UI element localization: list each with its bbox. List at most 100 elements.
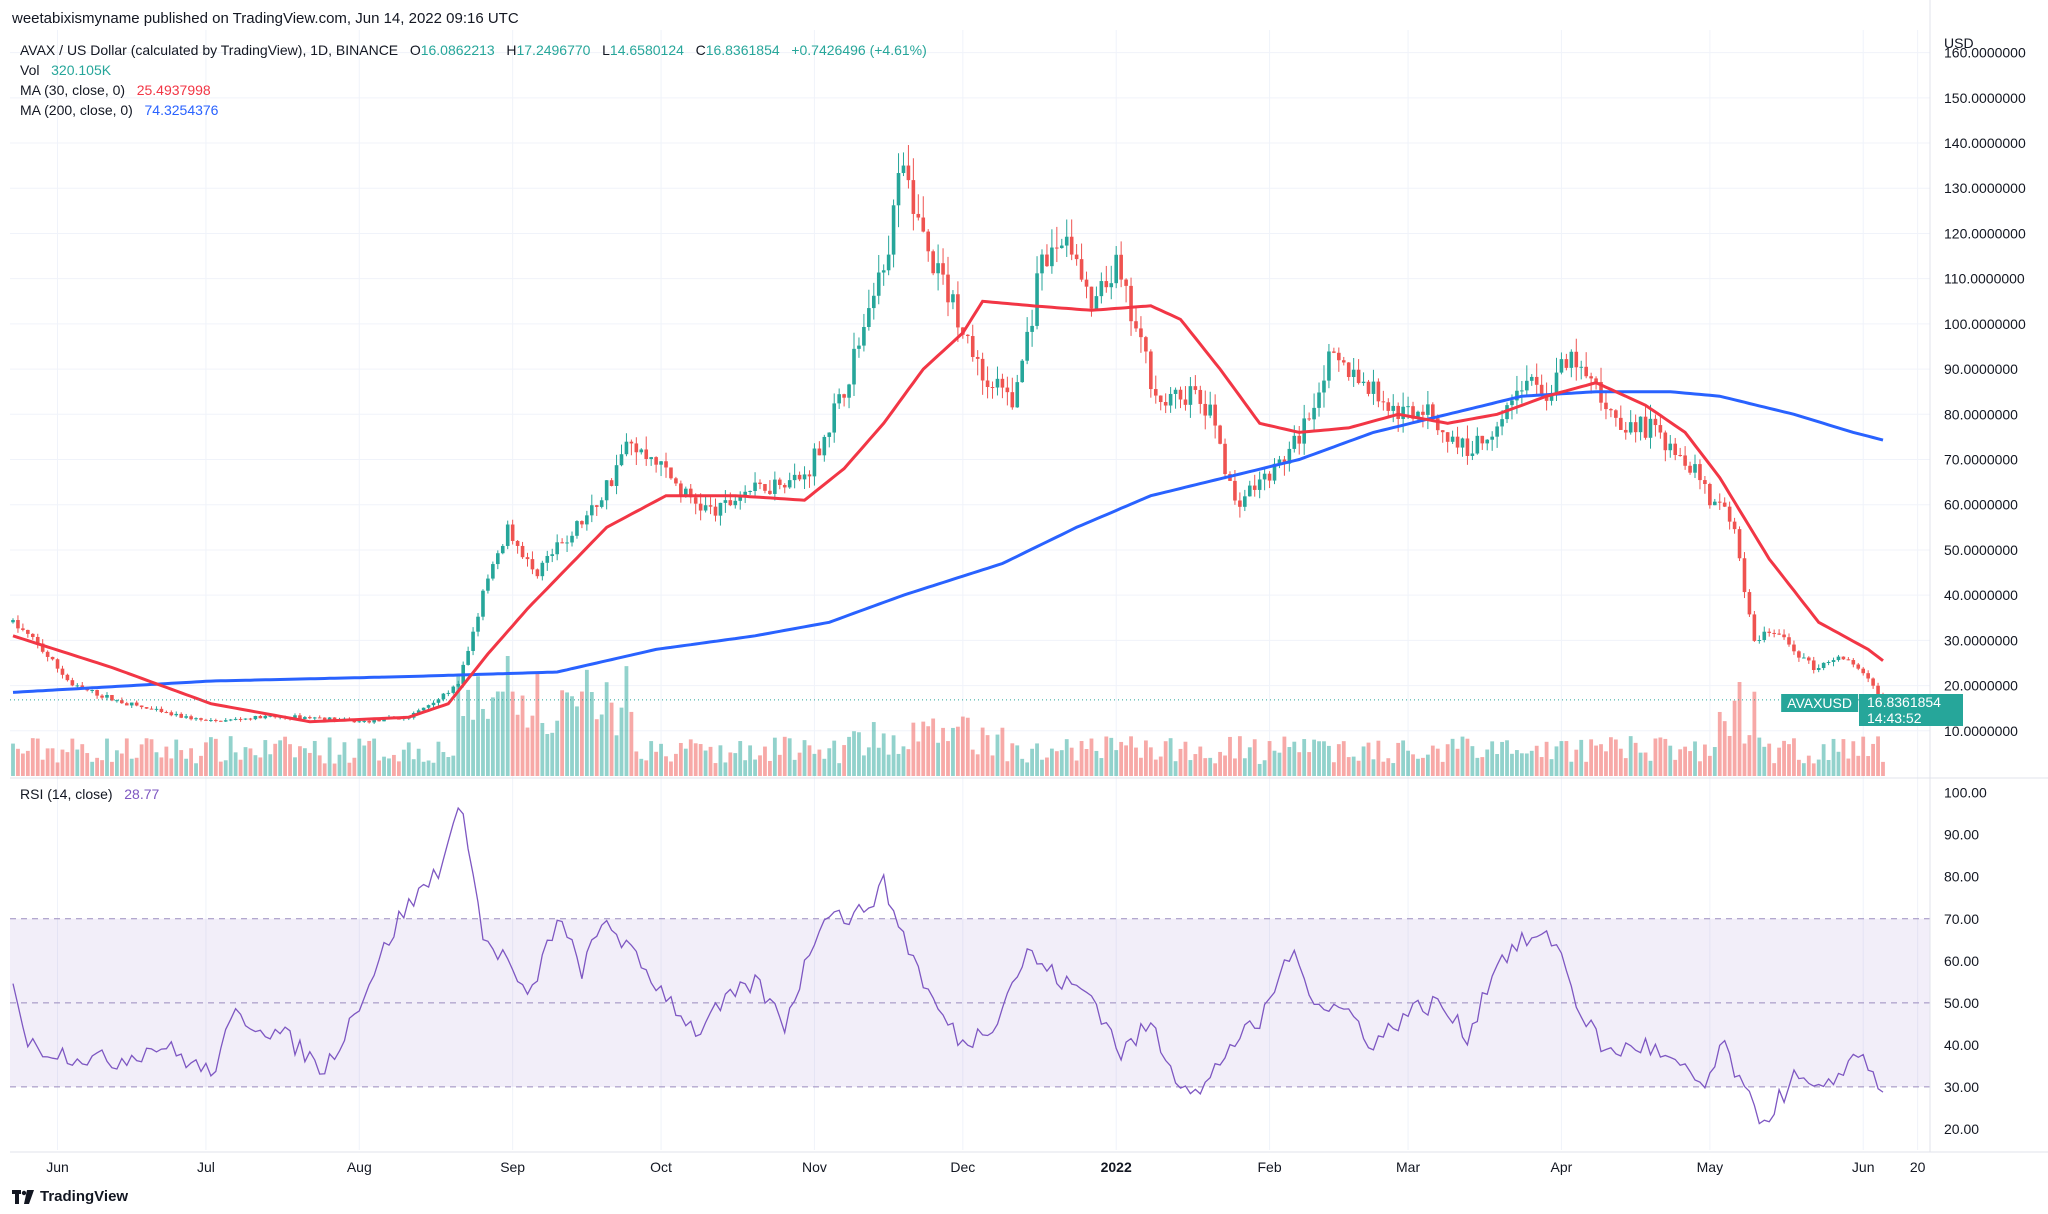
candle-body [1628, 422, 1633, 433]
candle-body [1371, 381, 1376, 394]
candle-body [1653, 418, 1658, 426]
candle-body [1025, 331, 1029, 361]
candle-body [1574, 351, 1579, 368]
volume-bar [1470, 746, 1475, 776]
volume-bar [40, 759, 45, 776]
candle-body [372, 719, 376, 723]
candle-body [1792, 644, 1796, 652]
volume-bar [1762, 746, 1767, 776]
volume-bar [30, 738, 35, 776]
volume-bar [387, 758, 391, 776]
volume-bar [1030, 748, 1035, 776]
price-axis-ticks[interactable]: 10.0000000 20.0000000 30.0000000 40.0000000… [1944, 45, 2026, 739]
volume-bar [619, 707, 624, 776]
volume-bar [490, 697, 495, 776]
volume-bar [1450, 738, 1455, 776]
volume-bar [975, 754, 980, 776]
candle-body [1614, 410, 1618, 418]
volume-bar [1876, 736, 1880, 776]
volume-bar [1262, 760, 1267, 776]
volume-bar [327, 737, 332, 776]
time-tick-label: Nov [802, 1159, 827, 1175]
candle-body [1490, 436, 1494, 440]
tradingview-brand[interactable]: TradingView [12, 1188, 128, 1205]
volume-bar [406, 742, 411, 776]
candle-body [1856, 664, 1861, 669]
volume-bar [218, 761, 223, 776]
volume-bar [416, 748, 421, 776]
candle-body [936, 263, 940, 274]
candle-body [1040, 254, 1044, 274]
candle-body [159, 708, 164, 713]
volume-bar [1623, 758, 1628, 776]
candle-body [1272, 463, 1277, 481]
volume-bar [1421, 757, 1425, 776]
volume-bar [629, 711, 634, 776]
volume-bar [777, 754, 782, 776]
volume-bar [1831, 738, 1836, 776]
candle-body [1589, 376, 1593, 379]
candle-body [1712, 501, 1717, 506]
candle-body [1752, 614, 1757, 641]
candle-body [1173, 389, 1178, 394]
candle-body [1520, 390, 1524, 392]
candle-body [777, 479, 782, 485]
rsi-axis-ticks[interactable]: 20.00 30.00 40.00 50.00 60.00 70.00 80.00 90.00… [1944, 785, 1987, 1137]
volume-bar [208, 737, 213, 776]
candle-body [980, 358, 985, 381]
volume-bar [1247, 747, 1252, 776]
volume-bar [1074, 760, 1079, 776]
volume-bar [1346, 757, 1351, 776]
candle-body [1119, 254, 1123, 280]
volume-bar [1228, 736, 1232, 776]
candle-body [1861, 668, 1866, 674]
volume-bar [1257, 763, 1262, 776]
volume-bar [1148, 747, 1153, 776]
volume-bar [669, 761, 673, 776]
candle-body [179, 713, 184, 718]
candle-body [1168, 393, 1173, 406]
volume-bar [199, 755, 203, 776]
volume-bar [100, 760, 104, 776]
volume-bar [1099, 758, 1104, 776]
volume-bar [11, 743, 15, 776]
volume-bar [1579, 739, 1584, 776]
volume-bar [1732, 700, 1737, 776]
candle-body [1500, 419, 1504, 427]
volume-bar [1386, 758, 1391, 776]
close-label: C [695, 42, 706, 58]
candle-body [1262, 473, 1267, 480]
candle-body [842, 394, 846, 398]
candle-body [1020, 360, 1025, 383]
symbol-row[interactable]: AVAX / US Dollar (calculated by TradingV… [20, 40, 927, 60]
candle-body [1465, 438, 1470, 456]
volume-bar [1792, 738, 1796, 776]
volume-bar [1495, 754, 1500, 776]
open-value: 16.0862213 [420, 42, 495, 58]
candle-body [1109, 283, 1114, 288]
volume-bar [1054, 751, 1059, 776]
time-axis-ticks[interactable]: Jun Jul Aug Sep Oct Nov Dec 2022 Feb Mar Apr May Jun… [46, 1159, 1925, 1175]
rsi-legend[interactable]: RSI (14, close) 28.77 [20, 786, 159, 802]
candle-body [1341, 360, 1346, 363]
candle-body [65, 674, 70, 681]
volume-bar [1139, 757, 1143, 776]
volume-row[interactable]: Vol 320.105K [20, 60, 927, 80]
volume-bar [921, 721, 926, 776]
price-tick-label: 70.0000000 [1944, 452, 2018, 468]
rsi-band [10, 918, 1930, 1088]
volume-bar [1114, 750, 1119, 776]
candle-body [1346, 362, 1351, 378]
volume-bar [1633, 742, 1638, 776]
volume-bar [278, 740, 283, 776]
candle-body [367, 720, 371, 723]
candle-body [1683, 455, 1687, 466]
candle-body [644, 449, 649, 460]
volume-bar [129, 758, 134, 776]
candle-body [565, 542, 569, 544]
candle-body [1149, 351, 1153, 390]
ma30-row[interactable]: MA (30, close, 0) 25.4937998 [20, 80, 927, 100]
time-tick-label: Aug [347, 1159, 372, 1175]
ma200-row[interactable]: MA (200, close, 0) 74.3254376 [20, 100, 927, 120]
